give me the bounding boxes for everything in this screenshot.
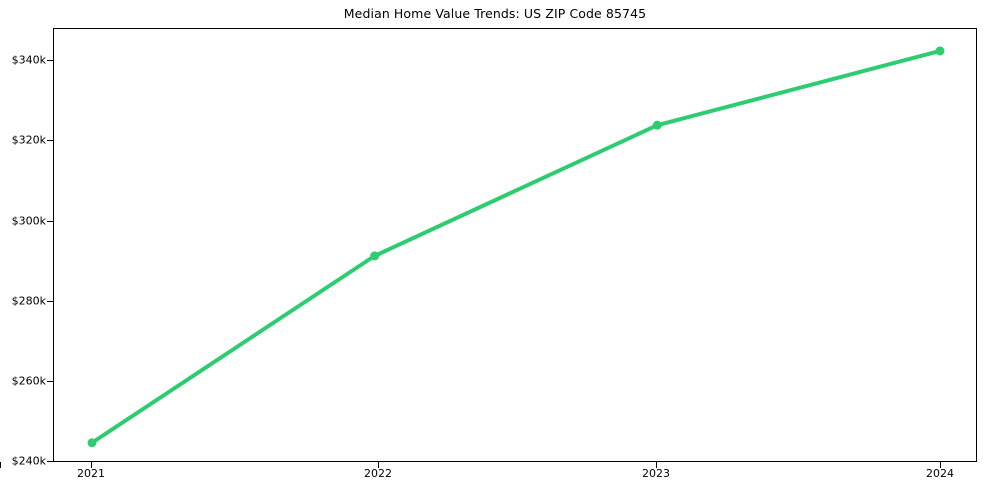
median-home-value-markers <box>87 46 945 448</box>
x-axis-tick-mark <box>0 462 1 468</box>
median-home-value-line <box>90 48 942 445</box>
data-point-marker <box>935 46 945 56</box>
data-point-marker <box>87 438 97 448</box>
x-axis-tick-mark <box>91 462 92 468</box>
y-axis-tick-label-group: $340k $320k $300k $280k $260k $240k <box>0 0 46 490</box>
y-axis-tick-label: $320k <box>11 133 46 147</box>
x-axis-tick-label: 2023 <box>642 467 670 480</box>
y-axis-tick-mark <box>47 301 53 302</box>
y-axis-tick-mark <box>47 381 53 382</box>
line-chart-svg <box>87 46 945 448</box>
x-axis-tick-mark <box>940 462 941 468</box>
x-axis-tick-label: 2022 <box>364 467 392 480</box>
x-axis-tick-label: 2024 <box>926 467 954 480</box>
y-axis-tick-label: $280k <box>11 294 46 308</box>
plot-area <box>53 28 977 462</box>
y-axis-tick-mark <box>47 60 53 61</box>
y-axis-tick-mark <box>47 461 53 462</box>
y-axis-tick-mark <box>47 140 53 141</box>
y-axis-tick-mark <box>47 221 53 222</box>
data-point-marker <box>370 251 380 261</box>
y-axis-tick-label: $240k <box>11 454 46 468</box>
data-point-marker <box>652 120 662 130</box>
y-axis-tick-label: $260k <box>11 374 46 388</box>
y-axis-tick-label: $300k <box>11 214 46 228</box>
y-axis-tick-label: $340k <box>11 53 46 67</box>
x-axis-tick-label: 2021 <box>77 467 105 480</box>
x-axis-tick-mark <box>378 462 379 468</box>
x-axis-tick-mark <box>656 462 657 468</box>
chart-title: Median Home Value Trends: US ZIP Code 85… <box>343 6 647 21</box>
